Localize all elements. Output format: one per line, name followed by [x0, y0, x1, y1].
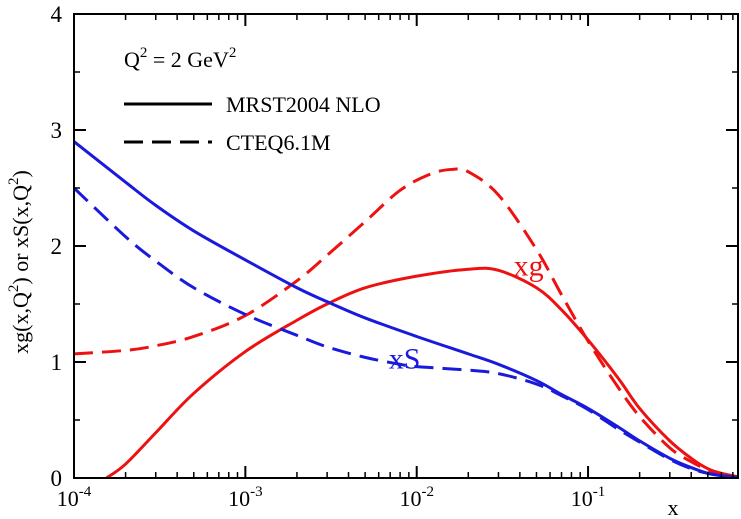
x-axis-label: x: [668, 495, 679, 519]
y-tick-label: 3: [51, 118, 63, 143]
x-tick-label: 10-4: [57, 484, 92, 511]
x-tick-base: 10: [571, 486, 593, 511]
x-tick-exponent: -3: [250, 484, 262, 500]
series-line-mrst2004-nlo-xs: [74, 140, 738, 478]
y-axis-label: xg(x,Q2) or xS(x,Q2): [6, 170, 33, 354]
x-tick-exponent: -4: [79, 484, 92, 500]
y-tick-label: 2: [51, 234, 63, 259]
legend-label: CTEQ6.1M: [226, 130, 331, 155]
y-tick-label: 1: [51, 350, 63, 375]
annotations: xg xS: [389, 250, 544, 376]
series-line-mrst2004-nlo-xg: [105, 266, 738, 478]
series-line-cteq6-1m-xg: [74, 167, 738, 478]
y-label-part: ) or xS(x,Q: [8, 185, 33, 285]
series-layer: [74, 140, 738, 478]
annotation-xs: xS: [389, 343, 421, 376]
legend-label: MRST2004 NLO: [226, 92, 381, 117]
x-tick-base: 10: [57, 486, 79, 511]
labels-layer: xxg(x,Q2) or xS(x,Q2): [6, 170, 679, 519]
annotation-xg: xg: [514, 250, 544, 283]
legend-header-sup: 2: [140, 45, 148, 61]
series-line-cteq6-1m-xs: [74, 186, 738, 478]
y-tick-label: 4: [51, 2, 63, 27]
x-tick-label: 10-2: [399, 484, 434, 511]
x-tick-exponent: -1: [593, 484, 606, 500]
legend-header: Q2 = 2 GeV2: [124, 45, 236, 72]
y-label-part: xg(x,Q: [8, 292, 33, 354]
x-tick-label: 10-1: [571, 484, 606, 511]
legend-header-mid: = 2 GeV: [147, 47, 229, 72]
y-label-part: ): [8, 170, 33, 177]
x-tick-base: 10: [399, 486, 421, 511]
x-tick-base: 10: [228, 486, 250, 511]
y-tick-label: 0: [51, 466, 63, 491]
x-tick-exponent: -2: [421, 484, 434, 500]
legend-header-sup: 2: [229, 45, 237, 61]
y-label-superscript: 2: [6, 285, 22, 293]
x-tick-label: 10-3: [228, 484, 262, 511]
y-label-superscript: 2: [6, 178, 22, 186]
legend-header-q: Q: [124, 47, 140, 72]
